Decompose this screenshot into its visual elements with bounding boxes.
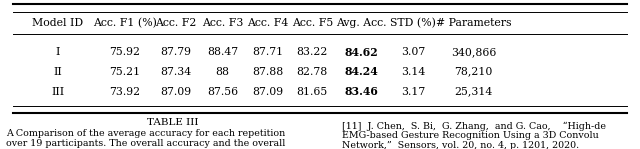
Text: II: II <box>53 66 62 77</box>
Text: # Parameters: # Parameters <box>436 18 511 28</box>
Text: 82.78: 82.78 <box>297 66 328 77</box>
Text: 83.22: 83.22 <box>296 47 328 57</box>
Text: 83.46: 83.46 <box>345 86 378 97</box>
Text: Model ID: Model ID <box>32 18 83 28</box>
Text: 75.92: 75.92 <box>109 47 140 57</box>
Text: 3.07: 3.07 <box>401 47 425 57</box>
Text: 88: 88 <box>216 66 230 77</box>
Text: [11]  J. Chen,  S. Bi,  G. Zhang,  and G. Cao,    “High-de: [11] J. Chen, S. Bi, G. Zhang, and G. Ca… <box>342 121 607 131</box>
Text: Acc. F1 (%): Acc. F1 (%) <box>93 18 157 28</box>
Text: 87.09: 87.09 <box>161 87 191 97</box>
Text: 87.88: 87.88 <box>252 66 283 77</box>
Text: over 19 participants. The overall accuracy and the overall: over 19 participants. The overall accura… <box>6 139 286 148</box>
Text: Acc. F5: Acc. F5 <box>292 18 333 28</box>
Text: 3.17: 3.17 <box>401 87 425 97</box>
Text: I: I <box>56 47 60 57</box>
Text: 87.34: 87.34 <box>161 66 191 77</box>
Text: 84.62: 84.62 <box>345 47 378 58</box>
Text: Acc. F3: Acc. F3 <box>202 18 243 28</box>
Text: Avg. Acc.: Avg. Acc. <box>337 18 387 28</box>
Text: Acc. F4: Acc. F4 <box>247 18 288 28</box>
Text: 84.24: 84.24 <box>345 66 378 77</box>
Text: 340,866: 340,866 <box>451 47 496 57</box>
Text: 87.56: 87.56 <box>207 87 238 97</box>
Text: Acc. F2: Acc. F2 <box>156 18 196 28</box>
Text: 73.92: 73.92 <box>109 87 140 97</box>
Text: EMG-based Gesture Recognition Using a 3D Convolu: EMG-based Gesture Recognition Using a 3D… <box>342 131 599 140</box>
Text: 87.09: 87.09 <box>252 87 283 97</box>
Text: 81.65: 81.65 <box>297 87 328 97</box>
Text: 88.47: 88.47 <box>207 47 238 57</box>
Text: A Comparison of the average accuracy for each repetition: A Comparison of the average accuracy for… <box>6 129 285 138</box>
Text: 25,314: 25,314 <box>454 87 493 97</box>
Text: 87.79: 87.79 <box>161 47 191 57</box>
Text: 87.71: 87.71 <box>252 47 283 57</box>
Text: Network,”  Sensors, vol. 20, no. 4, p. 1201, 2020.: Network,” Sensors, vol. 20, no. 4, p. 12… <box>342 141 580 149</box>
Text: STD (%): STD (%) <box>390 18 436 28</box>
Text: 78,210: 78,210 <box>454 66 493 77</box>
Text: TABLE III: TABLE III <box>147 118 198 127</box>
Text: III: III <box>51 87 64 97</box>
Text: 75.21: 75.21 <box>109 66 140 77</box>
Text: 3.14: 3.14 <box>401 66 425 77</box>
